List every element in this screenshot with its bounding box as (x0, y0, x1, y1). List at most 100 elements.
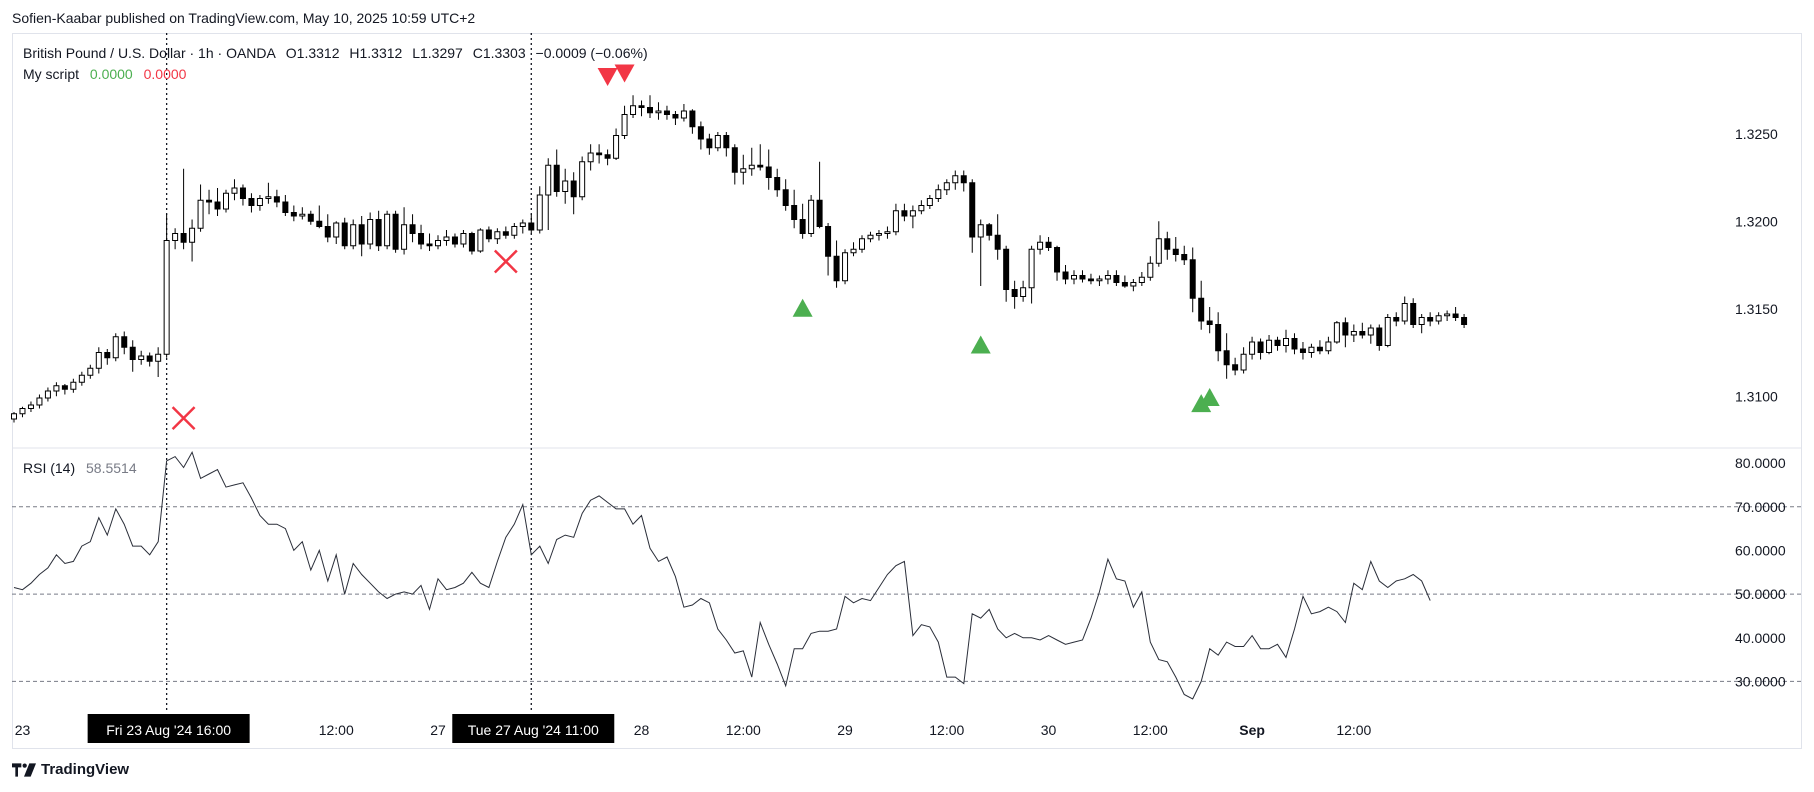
candle-body (672, 114, 679, 119)
time-tick-label: 23 (15, 722, 31, 738)
candle-body (36, 397, 43, 406)
candle-body (1240, 353, 1247, 371)
rsi-tick-label: 50.0000 (1735, 586, 1786, 602)
candle-body (95, 352, 102, 369)
candle-body (11, 413, 17, 420)
candle-body (435, 240, 441, 247)
grid-layer (12, 447, 1802, 682)
candle-body (350, 224, 357, 247)
candle-body (1316, 346, 1323, 352)
candle-body (859, 238, 865, 250)
candle-body (1028, 248, 1035, 289)
sell-signal-marker (614, 64, 635, 83)
rsi-layer (13, 450, 1431, 700)
candle-body (960, 175, 967, 184)
candle-body (1283, 338, 1289, 346)
time-tick-label: 12:00 (1336, 722, 1371, 738)
candle-body (1071, 275, 1077, 280)
candle-body (918, 205, 925, 212)
candle-body (1020, 287, 1027, 297)
time-tick-label: 28 (634, 722, 650, 738)
candle-body (1325, 341, 1332, 352)
ohlc-change: −0.0009 (−0.06%) (535, 45, 648, 61)
candle-body (604, 154, 611, 159)
candle-body (748, 164, 755, 170)
candle-body (1452, 313, 1459, 318)
candle-body (1342, 322, 1349, 336)
buy-signal-marker (792, 298, 813, 317)
candle-body (163, 240, 170, 355)
rsi-legend[interactable]: RSI (14) 58.5514 (23, 460, 144, 476)
buy-signal-marker (1191, 394, 1212, 413)
candle-body (1003, 248, 1010, 290)
candle-body (375, 219, 382, 247)
candle-body (53, 385, 60, 392)
ohlc-close: C1.3303 (472, 45, 526, 61)
candle-body (986, 224, 993, 236)
candle-body (1367, 327, 1374, 336)
tradingview-logo-icon (12, 762, 36, 777)
chart-frame (12, 33, 1802, 749)
price-tick-label: 1.3250 (1735, 126, 1778, 142)
candle-body (1104, 275, 1111, 280)
candle-body (579, 161, 586, 198)
script-value-2: 0.0000 (143, 66, 187, 82)
candle-body (1376, 327, 1383, 346)
candle-body (341, 222, 348, 247)
candle-body (553, 164, 560, 192)
candle-body (1113, 275, 1120, 283)
candle-body (104, 352, 111, 359)
candle-body (1062, 271, 1069, 280)
candle-body (536, 194, 543, 231)
candle-body (909, 210, 916, 217)
candle-body (782, 189, 789, 206)
candle-body (765, 166, 772, 178)
candle-body (1079, 275, 1086, 280)
ohlc-low: L1.3297 (412, 45, 463, 61)
candle-body (451, 236, 458, 245)
candle-body (358, 224, 365, 245)
candle-body (892, 210, 899, 233)
candle-body (78, 374, 85, 383)
time-tick-label: Sep (1239, 722, 1265, 738)
candle-body (44, 390, 51, 399)
candle-body (1181, 254, 1188, 261)
symbol-legend[interactable]: British Pound / U.S. Dollar · 1h · OANDA… (23, 45, 654, 61)
candle-body (943, 182, 950, 191)
candle-body (468, 233, 475, 252)
candle-body (740, 168, 747, 173)
price-tick-label: 1.3200 (1735, 213, 1778, 229)
tradingview-footer[interactable]: TradingView (12, 761, 129, 778)
crosshair-time-label: Tue 27 Aug '24 11:00 (468, 722, 599, 738)
candle-body (1418, 317, 1425, 325)
candle-body (299, 213, 306, 217)
candle-body (545, 164, 552, 196)
candle-body (333, 222, 340, 238)
price-tick-label: 1.3150 (1735, 301, 1778, 317)
candle-body (697, 126, 704, 140)
candle-body (638, 105, 645, 108)
candle-body (528, 222, 535, 231)
candle-body (307, 213, 314, 222)
buy-signal-marker (970, 335, 991, 354)
candle-body (791, 205, 798, 220)
candle-body (1393, 317, 1400, 322)
candle-body (1121, 282, 1128, 287)
candle-body (1054, 247, 1061, 273)
candle-body (630, 105, 637, 115)
candle-body (155, 353, 162, 362)
candle-body (757, 164, 764, 168)
candle-body (384, 213, 391, 247)
candle-body (706, 138, 713, 149)
signal-markers-layer (171, 64, 1220, 431)
candle-body (121, 336, 128, 348)
candle-body (239, 187, 246, 199)
script-legend[interactable]: My script 0.0000 0.0000 (23, 66, 193, 82)
cross-marker (493, 249, 518, 274)
candle-body (273, 196, 280, 203)
candle-body (180, 233, 187, 243)
rsi-tick-label: 30.0000 (1735, 673, 1786, 689)
candle-body (689, 110, 696, 128)
time-tick-label: 29 (837, 722, 853, 738)
